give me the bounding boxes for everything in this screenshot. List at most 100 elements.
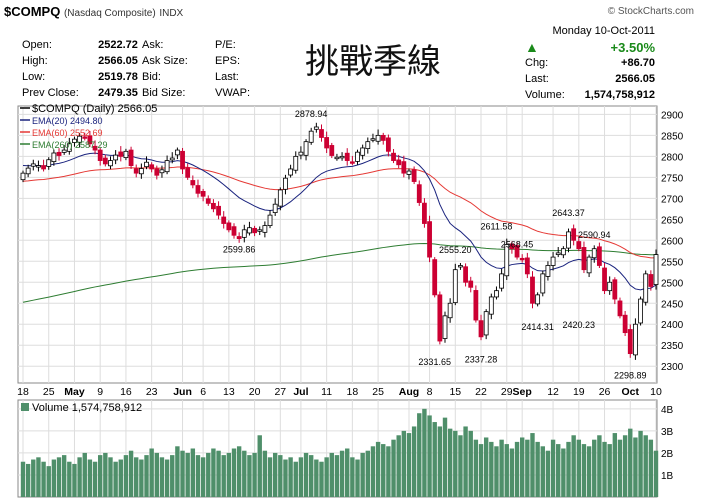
quote-left-value: 2522.72 [98, 39, 138, 51]
candle-body [174, 149, 180, 156]
volume-bar [406, 433, 412, 497]
volume-bar [319, 461, 324, 497]
candle-body [319, 129, 324, 138]
volume-bar [592, 439, 597, 497]
date-tick-label: Oct [622, 386, 640, 398]
candle-body [622, 314, 628, 334]
volume-bar [586, 446, 592, 497]
quote-right-label: VWAP: [215, 87, 251, 99]
candle-body [56, 151, 62, 156]
candle-body [277, 189, 283, 207]
volume-bar [622, 435, 628, 497]
volume-bar [123, 455, 129, 497]
candle-body [468, 280, 474, 288]
quote-left-value: 2519.78 [98, 71, 138, 83]
volume-bar [437, 426, 443, 497]
brand-link[interactable]: © StockCharts.com [607, 6, 694, 17]
candle-body [504, 244, 510, 277]
volume-bar [427, 415, 432, 497]
volume-bar [499, 439, 504, 497]
volume-bar [653, 450, 659, 497]
candle-body [195, 185, 201, 194]
volume-bar [447, 428, 453, 497]
candle-body [257, 229, 263, 232]
volume-bar [185, 452, 190, 497]
quote-left-value: 2479.35 [98, 87, 138, 99]
date-tick-label: Jul [293, 386, 308, 398]
volume-bar [87, 459, 93, 497]
candle-body [138, 168, 144, 175]
volume-bar [170, 455, 175, 497]
date-tick-label: 6 [200, 386, 206, 398]
candle-body [391, 152, 396, 161]
candle-body [581, 247, 587, 271]
candle-body [190, 180, 196, 186]
volume-bar [36, 457, 41, 497]
candle-body [262, 225, 268, 233]
candle-body [72, 138, 77, 143]
volume-bar [118, 459, 123, 497]
candle-body [216, 205, 221, 216]
volume-bar [303, 452, 309, 497]
volume-bar [226, 452, 232, 497]
volume-bar [154, 452, 160, 497]
volume-bar [159, 457, 165, 497]
volume-bar [216, 450, 221, 497]
candle-body [41, 165, 46, 170]
volume-bar [252, 452, 257, 497]
volume-bar [113, 461, 118, 497]
date-tick-label: 12 [547, 386, 559, 398]
candle-body [555, 252, 561, 255]
candle-body [82, 136, 88, 139]
candle-body [463, 266, 468, 283]
quote-date: Monday 10-Oct-2011 [552, 25, 655, 37]
volume-bar [231, 448, 237, 497]
candle-body [30, 163, 36, 167]
volume-bar [31, 459, 36, 497]
price-tick-label: 2500 [661, 278, 684, 289]
candle-body [514, 245, 520, 258]
candle-body [370, 138, 376, 141]
volume-bar [432, 422, 437, 497]
volume-bar [298, 457, 304, 497]
candle-body [422, 202, 427, 224]
last-value: 2566.05 [615, 73, 655, 85]
volume-bar [82, 452, 87, 497]
candle-body [509, 243, 515, 250]
volume-bar [293, 461, 298, 497]
candle-body [324, 137, 330, 149]
candle-body [545, 265, 551, 277]
date-tick-label: Jun [173, 386, 192, 398]
volume-bar [175, 446, 180, 497]
volume-bar [442, 417, 448, 497]
date-tick-label: 8 [427, 386, 433, 398]
volume-bar [607, 444, 612, 497]
volume-bar [350, 457, 355, 497]
candle-body [349, 161, 355, 164]
volume-bar [97, 455, 103, 497]
price-tick-label: 2900 [661, 110, 684, 121]
candle-body [591, 248, 597, 259]
volume-bar [262, 450, 268, 497]
volume-bar [72, 463, 77, 497]
legend-entry: EMA(20) 2494.80 [32, 116, 103, 126]
price-annotation: 2590.94 [578, 230, 611, 240]
date-tick-label: 29 [501, 386, 513, 398]
candle-body [128, 149, 134, 166]
candle-body [236, 236, 242, 240]
candle-body [494, 290, 499, 298]
candle-body [519, 257, 525, 261]
quote-right-label: EPS: [215, 55, 241, 67]
volume-bar [535, 441, 540, 497]
volume-bar [247, 455, 252, 497]
candle-body [221, 216, 227, 224]
candle-body [627, 329, 633, 355]
candle-body [180, 150, 185, 170]
candle-body [607, 281, 613, 292]
volume-bar [278, 455, 283, 497]
volume-bar [401, 430, 407, 497]
candle-body [365, 141, 371, 149]
date-tick-label: 15 [449, 386, 461, 398]
quote-right-label: P/E: [215, 39, 236, 51]
candle-body [380, 134, 386, 141]
